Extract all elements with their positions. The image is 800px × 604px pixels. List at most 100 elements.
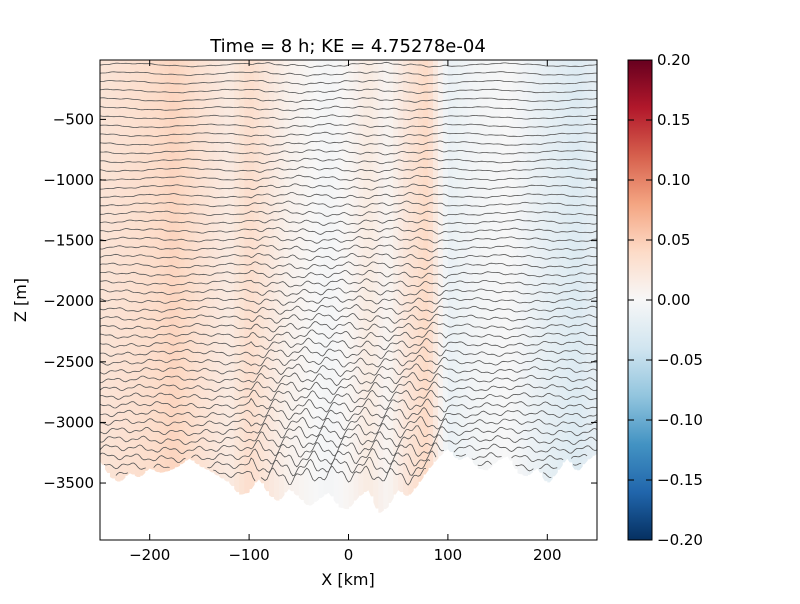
- isopycnal-line: [100, 381, 597, 395]
- y-tick-label: −1000: [43, 171, 94, 189]
- isopycnal-line: [100, 414, 597, 431]
- field-column: [547, 60, 553, 483]
- isopycnal-line: [100, 122, 597, 129]
- isopycnal-line: [100, 261, 597, 270]
- field-column: [592, 60, 597, 456]
- field-column: [244, 60, 250, 494]
- y-tick-label: −500: [53, 110, 94, 128]
- field-column: [189, 60, 196, 461]
- x-axis: −200 −100 0 100 200: [129, 60, 562, 564]
- field-column: [363, 60, 369, 493]
- field-column: [542, 60, 548, 482]
- field-column: [353, 60, 360, 501]
- isopycnal-line: [100, 329, 597, 342]
- field-column: [388, 60, 394, 504]
- field-column: [512, 60, 519, 470]
- field-column: [557, 60, 563, 470]
- field-column: [507, 60, 514, 461]
- field-column: [428, 60, 434, 468]
- y-tick-label: −2000: [43, 292, 94, 310]
- field-column: [587, 60, 593, 460]
- field-column: [492, 60, 499, 464]
- isopycnal-line: [100, 200, 597, 208]
- field-column: [497, 60, 504, 460]
- field-column: [577, 60, 583, 471]
- field-column: [224, 60, 230, 482]
- isopycnal-line: [100, 140, 597, 147]
- field-column: [169, 60, 176, 470]
- field-column: [403, 60, 409, 496]
- y-tick-label: −1500: [43, 232, 94, 250]
- field-column: [378, 60, 384, 513]
- isopycnal-contours: [100, 61, 597, 486]
- field-column: [393, 60, 399, 495]
- field-column: [437, 60, 444, 457]
- y-axis-label: Z [m]: [11, 278, 30, 322]
- isopycnal-line: [100, 337, 597, 351]
- isopycnal-line: [100, 131, 597, 138]
- field-column: [239, 60, 245, 495]
- isopycnal-line: [100, 346, 597, 359]
- field-column: [572, 60, 578, 470]
- colorbar: 0.20 0.15 0.10 0.05 0.00 −0.05 −0.10 −0.15 −0.20: [627, 51, 703, 549]
- field-column: [562, 60, 568, 463]
- isopycnal-line: [100, 321, 597, 333]
- field-column: [358, 60, 365, 496]
- isopycnal-line: [100, 157, 597, 165]
- isopycnal-line: [100, 209, 597, 217]
- isopycnal-line: [100, 354, 597, 368]
- isopycnal-line: [100, 312, 597, 324]
- isopycnal-line: [100, 79, 597, 86]
- field-column: [174, 60, 181, 468]
- field-column: [214, 60, 220, 476]
- y-tick-label: −3500: [43, 474, 94, 492]
- y-tick-label: −2500: [43, 353, 94, 371]
- field-column: [264, 60, 270, 492]
- isopycnal-line: [115, 465, 552, 486]
- isopycnal-line: [100, 389, 597, 404]
- field-column: [134, 60, 141, 477]
- field-column: [119, 60, 126, 481]
- isopycnal-line: [100, 447, 588, 468]
- field-column: [368, 60, 374, 497]
- field-column: [129, 60, 136, 475]
- field-column: [472, 60, 479, 466]
- field-column: [184, 60, 191, 461]
- x-tick-label: −100: [228, 546, 269, 564]
- isopycnal-line: [100, 269, 597, 279]
- colorbar-tick-label: −0.15: [657, 471, 703, 489]
- field-column: [288, 60, 295, 492]
- field-column: [313, 60, 320, 502]
- field-column: [283, 60, 290, 493]
- x-tick-label: 100: [434, 546, 463, 564]
- y-axis: −500 −1000 −1500 −2000 −2500 −3000 −3500: [43, 110, 597, 492]
- field-column: [303, 60, 310, 505]
- isopycnal-line: [100, 422, 597, 440]
- field-column: [194, 60, 200, 465]
- isopycnal-line: [100, 431, 597, 448]
- isopycnal-line: [100, 97, 597, 103]
- field-column: [527, 60, 533, 475]
- isopycnal-line: [100, 114, 597, 121]
- field-column: [418, 60, 424, 482]
- x-tick-label: 0: [344, 546, 354, 564]
- field-column: [502, 60, 509, 458]
- field-column: [398, 60, 404, 493]
- colorbar-tick-label: 0.05: [657, 231, 690, 249]
- field-column: [249, 60, 255, 490]
- field-column: [343, 60, 350, 510]
- colorbar-tick-label: 0.20: [657, 51, 690, 69]
- isopycnal-line: [100, 397, 597, 413]
- isopycnal-line: [100, 278, 597, 288]
- isopycnal-line: [100, 70, 597, 77]
- seafloor-mask: [100, 449, 597, 540]
- field-column: [273, 60, 280, 501]
- field-column: [100, 60, 106, 466]
- field-column: [114, 60, 121, 482]
- plot-area: [100, 60, 597, 540]
- x-axis-label: X [km]: [321, 570, 374, 589]
- x-tick-label: 200: [533, 546, 562, 564]
- isopycnal-line: [100, 406, 597, 422]
